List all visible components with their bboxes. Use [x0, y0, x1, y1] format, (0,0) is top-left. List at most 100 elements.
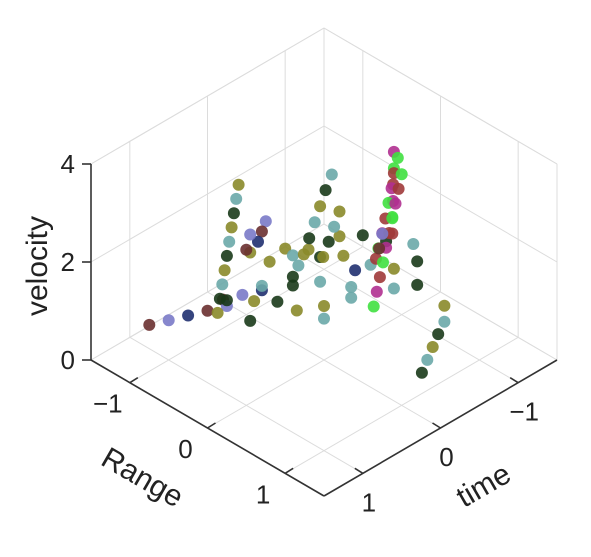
x-tick-mark: [354, 467, 364, 475]
data-point: [248, 295, 261, 308]
data-point: [438, 299, 451, 312]
floor-grid-line-y: [207, 291, 441, 429]
data-point: [236, 288, 249, 301]
z-axis-label: velocity: [21, 216, 54, 316]
z-tick-label: 4: [61, 149, 75, 179]
data-point: [318, 312, 330, 325]
data-point: [392, 182, 405, 195]
data-point: [290, 304, 303, 317]
data-point: [387, 262, 400, 275]
data-point: [286, 249, 299, 262]
data-point: [216, 278, 229, 291]
data-point: [432, 328, 445, 341]
tick-labels: −1 0 1 1 0 −1 0 2 4: [61, 149, 539, 517]
data-point: [143, 318, 156, 331]
y-tick-label: −1: [93, 389, 123, 419]
data-point: [325, 168, 338, 181]
data-point: [232, 178, 245, 191]
data-point: [182, 309, 195, 322]
pane-border: [90, 27, 325, 165]
pane-border: [323, 223, 558, 361]
x-axis-label: time: [451, 457, 517, 514]
data-point: [373, 242, 386, 255]
x-tick-label: 0: [439, 442, 453, 472]
data-point: [292, 259, 305, 272]
data-point: [218, 264, 231, 277]
pane-border: [323, 27, 558, 165]
data-point: [387, 282, 400, 295]
data-point: [225, 221, 238, 234]
data-point: [255, 279, 268, 292]
data-point: [377, 256, 389, 269]
data-point: [314, 275, 327, 288]
x-tick-mark: [509, 376, 519, 384]
data-point: [376, 227, 389, 240]
right-wall-grid-horizontal: [323, 125, 558, 263]
data-point: [255, 225, 268, 238]
data-point: [240, 243, 253, 256]
data-point: [211, 306, 224, 319]
data-point: [286, 270, 299, 283]
data-point: [415, 366, 428, 379]
data-point: [303, 232, 316, 245]
y-tick-mark: [129, 376, 139, 384]
x-tick-label: 1: [362, 487, 376, 517]
data-point: [201, 304, 214, 317]
z-tick-label: 2: [61, 247, 75, 277]
y-tick-label: 1: [256, 479, 270, 509]
floor-grid-line-y: [129, 246, 364, 384]
data-point: [333, 230, 346, 243]
data-point: [333, 205, 346, 218]
data-point: [386, 212, 399, 225]
data-point: [279, 242, 292, 255]
data-point: [370, 285, 383, 298]
data-point: [411, 278, 424, 291]
data-point: [345, 291, 358, 304]
y-tick-label: 0: [178, 434, 192, 464]
data-point: [438, 315, 451, 328]
data-point: [286, 279, 299, 292]
data-point: [373, 271, 386, 284]
data-point: [263, 255, 276, 268]
data-point: [220, 294, 233, 307]
data-point: [252, 235, 264, 248]
data-point: [318, 300, 330, 312]
data-point: [421, 353, 434, 366]
data-point: [271, 295, 284, 308]
data-point: [227, 207, 240, 220]
data-point: [395, 168, 408, 181]
data-point: [356, 229, 369, 242]
axis-lines: [82, 163, 558, 497]
data-point: [319, 184, 332, 197]
data-point: [314, 200, 327, 213]
data-point: [297, 248, 310, 261]
y-tick-mark: [284, 467, 294, 475]
data-point: [345, 281, 358, 293]
data-point: [223, 235, 236, 248]
data-point: [308, 216, 321, 229]
floor-grid-line-y: [284, 336, 519, 474]
data-point: [426, 341, 439, 353]
grid-lines: [90, 27, 558, 474]
data-point: [244, 314, 257, 327]
x-tick-mark: [432, 422, 441, 429]
data-point: [407, 238, 420, 250]
data-point: [162, 314, 175, 327]
data-point: [411, 255, 424, 268]
data-point: [220, 249, 233, 262]
x-tick-label: −1: [509, 397, 539, 427]
left-wall-grid-horizontal: [90, 125, 325, 263]
data-point: [389, 197, 402, 210]
data-point: [337, 249, 350, 262]
data-point: [367, 300, 380, 313]
data-point: [259, 215, 272, 228]
data-point: [244, 228, 257, 241]
data-point: [322, 235, 335, 248]
z-tick-label: 0: [61, 345, 75, 375]
data-point: [317, 251, 330, 263]
data-point: [230, 192, 243, 205]
data-point: [349, 264, 362, 277]
y-tick-mark: [207, 422, 216, 429]
data-point: [391, 151, 404, 164]
